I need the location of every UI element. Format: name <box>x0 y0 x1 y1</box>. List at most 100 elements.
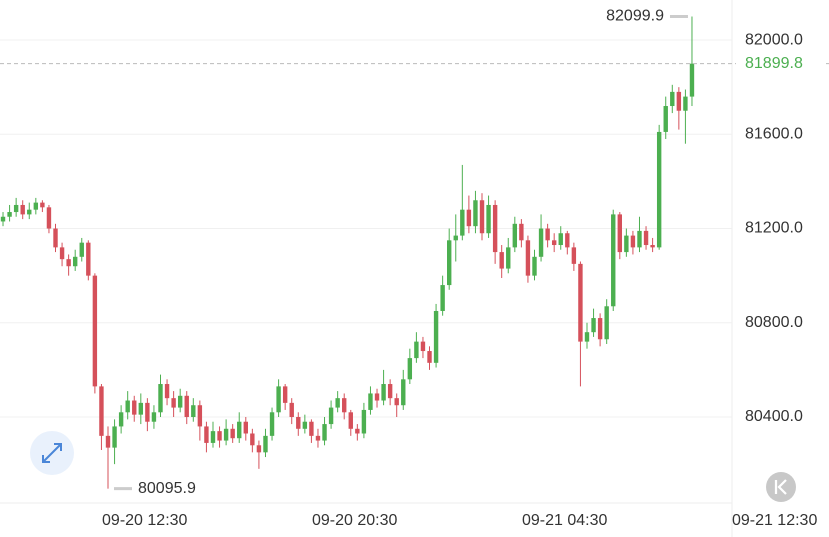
candle-body <box>479 200 485 234</box>
candle-body <box>92 275 98 387</box>
candle-body <box>624 235 629 253</box>
candle-body <box>191 405 196 418</box>
candle-body <box>683 96 688 111</box>
candle-body <box>125 400 130 413</box>
x-tick-label: 09-21 12:30 <box>732 512 818 529</box>
candle-body <box>197 405 203 427</box>
candle-body <box>217 431 222 441</box>
candle-body <box>210 431 216 443</box>
candle-body <box>223 428 229 441</box>
y-tick-label: 81600.0 <box>745 126 803 143</box>
candle-body <box>381 384 386 401</box>
candle-body <box>387 384 393 399</box>
candle-body <box>689 63 695 97</box>
expand-button[interactable] <box>30 431 74 475</box>
candle-body <box>630 235 636 248</box>
candle-body <box>519 223 524 241</box>
candle-body <box>243 421 248 434</box>
candle-body <box>13 204 19 213</box>
candle-body <box>302 421 308 429</box>
candle-body <box>342 398 347 413</box>
candle-body <box>420 341 426 352</box>
candle-body <box>394 398 399 406</box>
high-label: 82099.9 <box>606 8 664 25</box>
x-tick-label: 09-21 04:30 <box>522 512 608 529</box>
y-tick-label: 80800.0 <box>745 314 803 331</box>
candle-body <box>355 428 360 434</box>
candle-body <box>276 386 281 413</box>
candle-body <box>40 202 45 208</box>
candle-body <box>670 91 675 107</box>
candle-body <box>335 398 340 408</box>
y-tick-label: 81200.0 <box>745 220 803 237</box>
candle-body <box>237 421 242 439</box>
candle-body <box>460 209 465 236</box>
candle-body <box>20 204 25 215</box>
candle-body <box>112 426 117 448</box>
candle-body <box>499 252 504 269</box>
candle-body <box>132 400 137 415</box>
candle-body <box>164 384 170 399</box>
candle-body <box>177 395 183 408</box>
candle-body <box>545 228 550 241</box>
candle-body <box>656 131 662 248</box>
candle-body <box>361 409 367 434</box>
expand-icon <box>42 443 62 463</box>
candle-body <box>643 230 649 246</box>
scroll-end-button[interactable] <box>766 472 796 502</box>
candle-body <box>492 204 498 253</box>
candle-body <box>538 228 544 257</box>
candle-body <box>269 412 275 436</box>
candle-body <box>650 245 655 248</box>
candle-body <box>171 398 176 408</box>
candle-body <box>584 332 590 342</box>
candle-body <box>414 341 419 359</box>
last-price-bg <box>736 52 826 75</box>
candle-body <box>118 412 124 427</box>
candle-body <box>296 417 301 429</box>
candle-body <box>86 242 91 276</box>
candle-body <box>617 214 622 253</box>
candle-body <box>0 216 6 222</box>
candle-body <box>250 433 255 446</box>
candle-body <box>289 402 294 418</box>
candle-body <box>309 421 314 436</box>
candle-body <box>440 285 445 311</box>
candle-body <box>59 247 65 260</box>
candle-body <box>322 424 327 441</box>
y-tick-label: 82000.0 <box>745 31 803 48</box>
candle-body <box>105 435 111 448</box>
candle-body <box>315 435 321 441</box>
candle-body <box>427 351 432 363</box>
candle-body <box>282 386 288 403</box>
candle-body <box>506 247 511 269</box>
candle-body <box>99 386 104 436</box>
x-tick-label: 09-20 12:30 <box>102 512 188 529</box>
candle-body <box>256 445 262 453</box>
candle-body <box>151 412 157 422</box>
candle-body <box>348 412 353 429</box>
candle-body <box>453 235 458 241</box>
candle-body <box>53 228 58 248</box>
plot: 80400.0 80800.0 81200.0 81600.0 82000.0 09-20… <box>0 8 829 529</box>
candle-body <box>433 310 439 363</box>
candle-body <box>328 407 334 425</box>
candle-body <box>33 202 39 210</box>
candle-body <box>184 395 189 418</box>
candle-body <box>578 263 583 342</box>
candle-body <box>401 379 406 406</box>
candle-body <box>72 256 78 267</box>
candle-body <box>446 240 452 286</box>
candle-body <box>551 240 557 246</box>
candle-body <box>145 402 150 422</box>
candle-body <box>565 233 570 248</box>
scroll-end-bg <box>766 472 796 502</box>
candle-body <box>27 209 32 215</box>
candle-body <box>7 212 12 217</box>
candle-body <box>525 240 531 276</box>
x-tick-label: 09-20 20:30 <box>312 512 398 529</box>
candle-body <box>230 428 235 439</box>
candle-body <box>532 256 537 276</box>
candle-body <box>263 435 268 453</box>
candle-body <box>571 247 577 264</box>
